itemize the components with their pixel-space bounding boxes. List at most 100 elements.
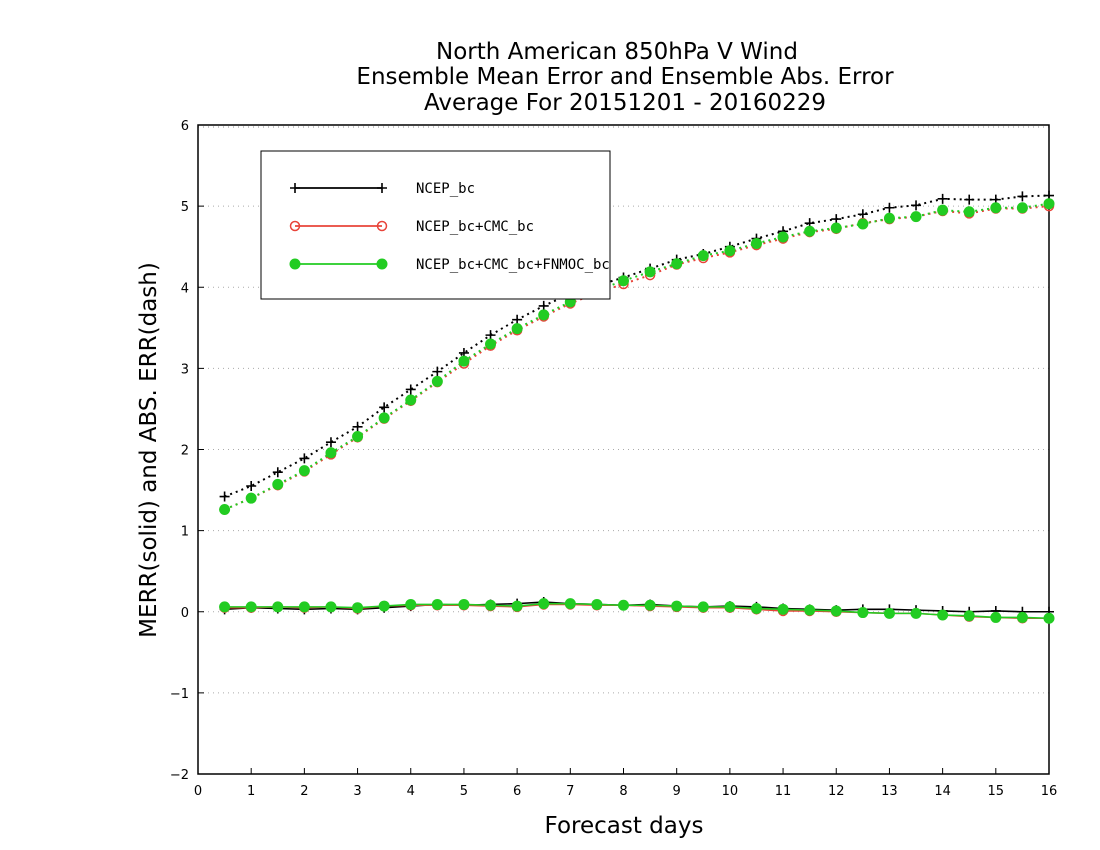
series-2-mean-err-point-12 bbox=[538, 598, 550, 610]
series-2-abs-err-point-28 bbox=[963, 206, 975, 218]
series-2-abs-err-point-30 bbox=[1016, 202, 1028, 214]
x-tick-label-1: 1 bbox=[247, 784, 255, 799]
series-2-mean-err-point-24 bbox=[857, 607, 869, 619]
series-0-abs-err-point-11 bbox=[512, 314, 523, 325]
series-2-abs-err-point-15 bbox=[618, 275, 629, 287]
x-axis-label: Forecast days bbox=[545, 813, 704, 839]
series-0-abs-err-point-4 bbox=[325, 437, 336, 448]
series-2-mean-err-point-21 bbox=[777, 603, 789, 615]
series-2-mean-err-point-9 bbox=[458, 598, 470, 610]
x-tick-label-3: 3 bbox=[353, 784, 361, 799]
legend-label-1: NCEP_bc+CMC_bc bbox=[416, 219, 534, 235]
legend-item-2: NCEP_bc+CMC_bc+FNMOC_bc bbox=[289, 257, 610, 273]
series-0-abs-err-point-10 bbox=[485, 330, 496, 341]
chart-title-line-2: Ensemble Mean Error and Ensemble Abs. Er… bbox=[356, 64, 894, 90]
legend-label-0: NCEP_bc bbox=[416, 181, 475, 197]
y-tick-label-4: 2 bbox=[181, 444, 189, 459]
series-2-abs-err-point-29 bbox=[990, 202, 1002, 214]
y-tick-label-0: −2 bbox=[170, 768, 189, 783]
legend-marker-left-0 bbox=[290, 183, 300, 193]
series-2-abs-err-point-7 bbox=[405, 394, 417, 406]
series-2-mean-err-point-25 bbox=[883, 607, 895, 619]
series-0-abs-err-point-26 bbox=[911, 200, 922, 211]
y-tick-label-5: 3 bbox=[181, 362, 189, 377]
legend-item-1: NCEP_bc+CMC_bc bbox=[289, 219, 534, 235]
series-2-mean-err-point-0 bbox=[219, 601, 231, 613]
series-2-abs-err-point-2 bbox=[272, 478, 284, 490]
series-2-mean-err-point-20 bbox=[750, 603, 762, 615]
series-2-abs-err-point-20 bbox=[750, 237, 762, 249]
x-tick-label-11: 11 bbox=[775, 784, 792, 799]
series-0-abs-err-point-24 bbox=[857, 209, 868, 220]
series-2-abs-err-point-16 bbox=[644, 266, 656, 278]
series-2-abs-err-point-11 bbox=[511, 323, 523, 335]
y-tick-label-2: 0 bbox=[181, 606, 189, 621]
series-2-mean-err-point-5 bbox=[352, 602, 364, 614]
series-0-abs-err-point-8 bbox=[432, 366, 443, 377]
y-tick-label-7: 5 bbox=[181, 200, 189, 215]
legend-label-2: NCEP_bc+CMC_bc+FNMOC_bc bbox=[416, 257, 610, 273]
legend-marker-right-2 bbox=[376, 258, 388, 270]
x-tick-label-6: 6 bbox=[513, 784, 521, 799]
series-0-abs-err-point-2 bbox=[272, 467, 283, 478]
series-2-abs-err-point-23 bbox=[830, 222, 842, 234]
series-2-abs-err-point-25 bbox=[883, 212, 895, 224]
series-2-abs-err-point-8 bbox=[431, 375, 443, 387]
series-2-mean-err-point-6 bbox=[378, 600, 390, 612]
series-0-abs-err-point-12 bbox=[538, 300, 549, 311]
series-2-mean-err-point-17 bbox=[671, 600, 683, 612]
series-2-abs-err-point-21 bbox=[777, 231, 789, 243]
chart-title: North American 850hPa V Wind Ensemble Me… bbox=[356, 39, 894, 116]
series-2-abs-err-point-9 bbox=[458, 355, 470, 367]
y-tick-label-3: 1 bbox=[181, 525, 189, 540]
series-2-mean-err-point-11 bbox=[511, 600, 523, 612]
x-tick-label-8: 8 bbox=[619, 784, 627, 799]
series-2-abs-err-point-10 bbox=[485, 338, 497, 350]
series-2-mean-err-point-8 bbox=[431, 598, 443, 610]
series-2-mean-err-point-14 bbox=[591, 598, 603, 610]
series-0-abs-err-point-1 bbox=[246, 481, 257, 492]
series-2-abs-err-point-12 bbox=[538, 309, 550, 321]
series-2-mean-err-point-2 bbox=[272, 601, 284, 613]
series-2 bbox=[219, 198, 1055, 624]
legend-item-0: NCEP_bc bbox=[290, 181, 475, 197]
series-2-abs-err-point-24 bbox=[857, 218, 869, 230]
series-2-abs-err-point-31 bbox=[1043, 198, 1055, 210]
x-tick-label-7: 7 bbox=[566, 784, 574, 799]
series-2-abs-err-point-3 bbox=[298, 465, 310, 477]
x-tick-label-9: 9 bbox=[673, 784, 681, 799]
series-0-abs-err-point-3 bbox=[299, 453, 310, 464]
x-tick-label-15: 15 bbox=[988, 784, 1005, 799]
series-2-abs-err-point-18 bbox=[697, 250, 709, 262]
series-2-abs-err-point-19 bbox=[724, 245, 736, 257]
chart-title-line-1: North American 850hPa V Wind bbox=[436, 39, 798, 65]
series-0-abs-err-point-28 bbox=[964, 194, 975, 205]
series-0-abs-err-point-7 bbox=[405, 384, 416, 395]
legend-marker-left-2 bbox=[289, 258, 301, 270]
series-2-abs-err-point-6 bbox=[378, 412, 390, 424]
x-tick-label-2: 2 bbox=[300, 784, 308, 799]
x-axis-ticks: 0 1 2 3 4 5 6 7 8 9 10 11 12 13 14 15 16 bbox=[194, 768, 1057, 799]
x-tick-label-0: 0 bbox=[194, 784, 202, 799]
series-0-abs-err-point-6 bbox=[379, 402, 390, 413]
series-2-abs-err-point-17 bbox=[671, 258, 683, 270]
y-tick-label-8: 6 bbox=[181, 119, 189, 134]
series-2-abs-err-point-22 bbox=[804, 225, 816, 237]
series-2-mean-err-point-30 bbox=[1016, 611, 1028, 623]
series-2-mean-err-point-13 bbox=[564, 598, 576, 610]
series-2-abs-err-point-27 bbox=[937, 204, 949, 216]
y-tick-label-1: −1 bbox=[170, 687, 189, 702]
series-2-mean-err-point-29 bbox=[990, 611, 1002, 623]
x-tick-label-4: 4 bbox=[407, 784, 415, 799]
legend-marker-right-1 bbox=[376, 220, 388, 232]
series-2-mean-err-point-26 bbox=[910, 607, 922, 619]
series-2-mean-err-point-4 bbox=[325, 601, 337, 613]
series-2-mean-err-point-15 bbox=[618, 599, 629, 611]
series-2-abs-err-point-4 bbox=[325, 447, 337, 459]
x-tick-label-10: 10 bbox=[722, 784, 739, 799]
y-axis-label: MERR(solid) and ABS. ERR(dash) bbox=[136, 262, 162, 638]
series-0-abs-err-point-23 bbox=[831, 214, 842, 225]
legend-marker-left-1 bbox=[289, 220, 301, 232]
series-2-mean-err-point-16 bbox=[644, 599, 656, 611]
